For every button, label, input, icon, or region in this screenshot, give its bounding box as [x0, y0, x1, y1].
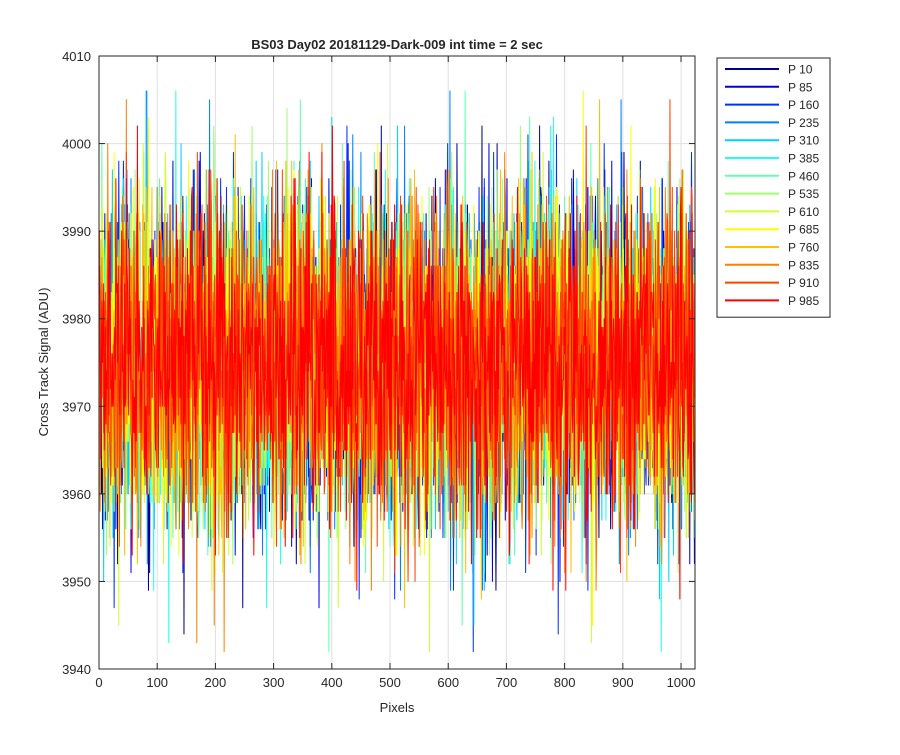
series-line-p985 [98, 125, 695, 600]
x-tick-label: 200 [205, 675, 227, 690]
x-tick-label: 0 [95, 675, 102, 690]
x-tick-label: 300 [263, 675, 285, 690]
y-tick-label: 4010 [62, 49, 91, 64]
y-axis-label: Cross Track Signal (ADU) [36, 288, 51, 437]
legend-box [716, 57, 831, 318]
legend-entry-label: P 160 [788, 98, 819, 112]
x-tick-label: 1000 [667, 675, 696, 690]
series-line-p910 [98, 99, 695, 582]
y-tick-label: 3980 [62, 312, 91, 327]
y-tick-label: 3950 [62, 574, 91, 589]
legend-entry-label: P 310 [788, 134, 819, 148]
legend-entry-label: P 235 [788, 116, 819, 130]
x-tick-label: 900 [612, 675, 634, 690]
legend-entry-label: P 460 [788, 169, 819, 183]
axes-box [98, 55, 696, 670]
chart-title: BS03 Day02 20181129-Dark-009 int time = … [251, 37, 543, 52]
legend-entry-label: P 85 [788, 80, 813, 94]
x-tick-label: 500 [379, 675, 401, 690]
x-axis-label: Pixels [380, 700, 415, 715]
x-tick-label: 700 [496, 675, 518, 690]
y-tick-label: 3990 [62, 224, 91, 239]
y-tick-label: 3960 [62, 487, 91, 502]
y-tick-label: 3940 [62, 662, 91, 677]
axis-ticks: 0 100 200 300 400 500 600 700 800 900 1000 3940 3950… [62, 49, 695, 690]
x-tick-label: 100 [146, 675, 168, 690]
y-tick-label: 4000 [62, 137, 91, 152]
legend-entry-label: P 685 [788, 223, 819, 237]
x-tick-label: 600 [437, 675, 459, 690]
legend-entry-label: P 985 [788, 294, 819, 308]
legend: P 10 P 85 P 160 P 235 P 310 P 385 P 460 P 535 P … [716, 57, 831, 318]
x-tick-label: 400 [321, 675, 343, 690]
x-tick-label: 800 [554, 675, 576, 690]
legend-entry-label: P 610 [788, 205, 819, 219]
legend-entry-label: P 835 [788, 258, 819, 272]
series-layer [98, 90, 695, 652]
legend-entry-label: P 760 [788, 241, 819, 255]
y-tick-label: 3970 [62, 399, 91, 414]
legend-entry-label: P 535 [788, 187, 819, 201]
legend-entry-label: P 10 [788, 63, 813, 77]
legend-entry-label: P 910 [788, 276, 819, 290]
legend-entry-label: P 385 [788, 152, 819, 166]
